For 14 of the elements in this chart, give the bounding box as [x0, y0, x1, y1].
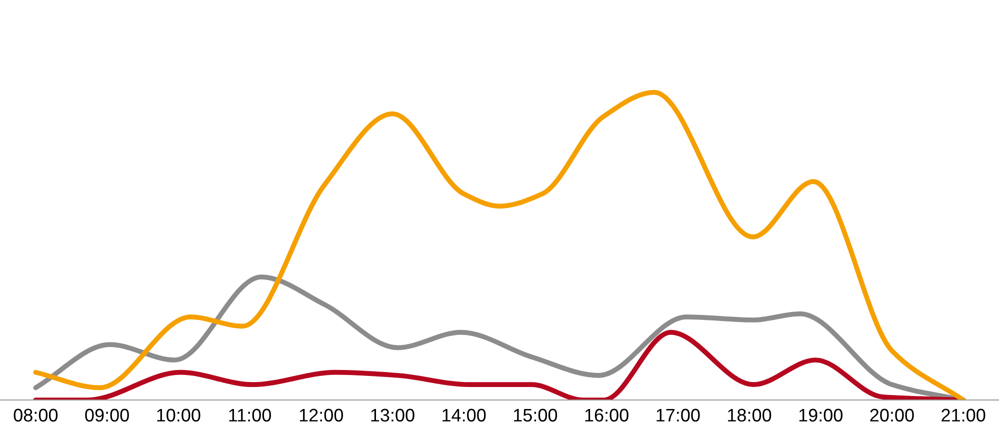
x-tick-label: 17:00	[656, 408, 700, 422]
x-tick-label: 16:00	[585, 408, 628, 422]
x-tick-label: 10:00	[157, 408, 200, 422]
x-tick-label: 14:00	[442, 408, 486, 422]
x-tick-label: 15:00	[514, 408, 558, 422]
x-tick-label: 20:00	[870, 408, 914, 422]
x-tick-label: 18:00	[728, 408, 772, 422]
x-tick-label: 13:00	[371, 408, 414, 422]
x-tick-label: 08:00	[14, 408, 58, 422]
x-tick-label: 11:00	[229, 408, 271, 422]
x-tick-label: 09:00	[85, 408, 129, 422]
x-tick-label: 12:00	[300, 408, 343, 422]
x-tick-label: 21:00	[942, 408, 986, 422]
x-tick-label: 19:00	[799, 408, 842, 422]
